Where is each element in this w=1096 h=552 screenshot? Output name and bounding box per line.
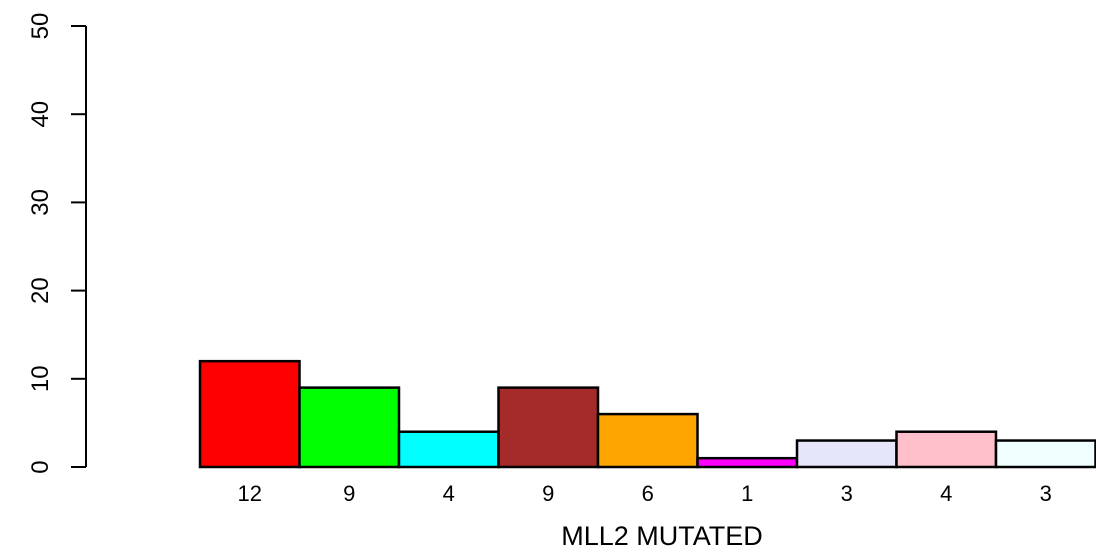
bars	[198, 359, 1096, 469]
y-tick-label: 10	[27, 365, 54, 392]
y-tick-label: 0	[27, 460, 54, 473]
y-tick-label: 30	[27, 189, 54, 216]
bar-count-label: 4	[443, 481, 455, 506]
bar	[596, 412, 699, 469]
bar	[994, 439, 1096, 469]
bar-count-label: 4	[940, 481, 952, 506]
bar	[497, 386, 600, 469]
bar-count-label: 12	[238, 481, 262, 506]
bar-count-label: 3	[1040, 481, 1052, 506]
bar-count-label: 9	[343, 481, 355, 506]
bar-labels: 12 9 4 9 6 1 3 4 3	[238, 481, 1052, 506]
y-tick-label: 40	[27, 101, 54, 128]
bar-count-label: 6	[642, 481, 654, 506]
y-axis: 0 10 20 30 40 50	[27, 13, 87, 474]
y-tick-label: 20	[27, 277, 54, 304]
bar-count-label: 9	[542, 481, 554, 506]
bar	[198, 359, 301, 469]
bar-count-label: 1	[741, 481, 753, 506]
bar	[696, 456, 799, 469]
x-axis-title: MLL2 MUTATED	[561, 521, 763, 551]
y-tick-label: 50	[27, 13, 54, 40]
bar	[397, 430, 500, 469]
bar-count-label: 3	[841, 481, 853, 506]
bar	[895, 430, 998, 469]
bar	[795, 439, 898, 469]
bar	[298, 386, 401, 469]
